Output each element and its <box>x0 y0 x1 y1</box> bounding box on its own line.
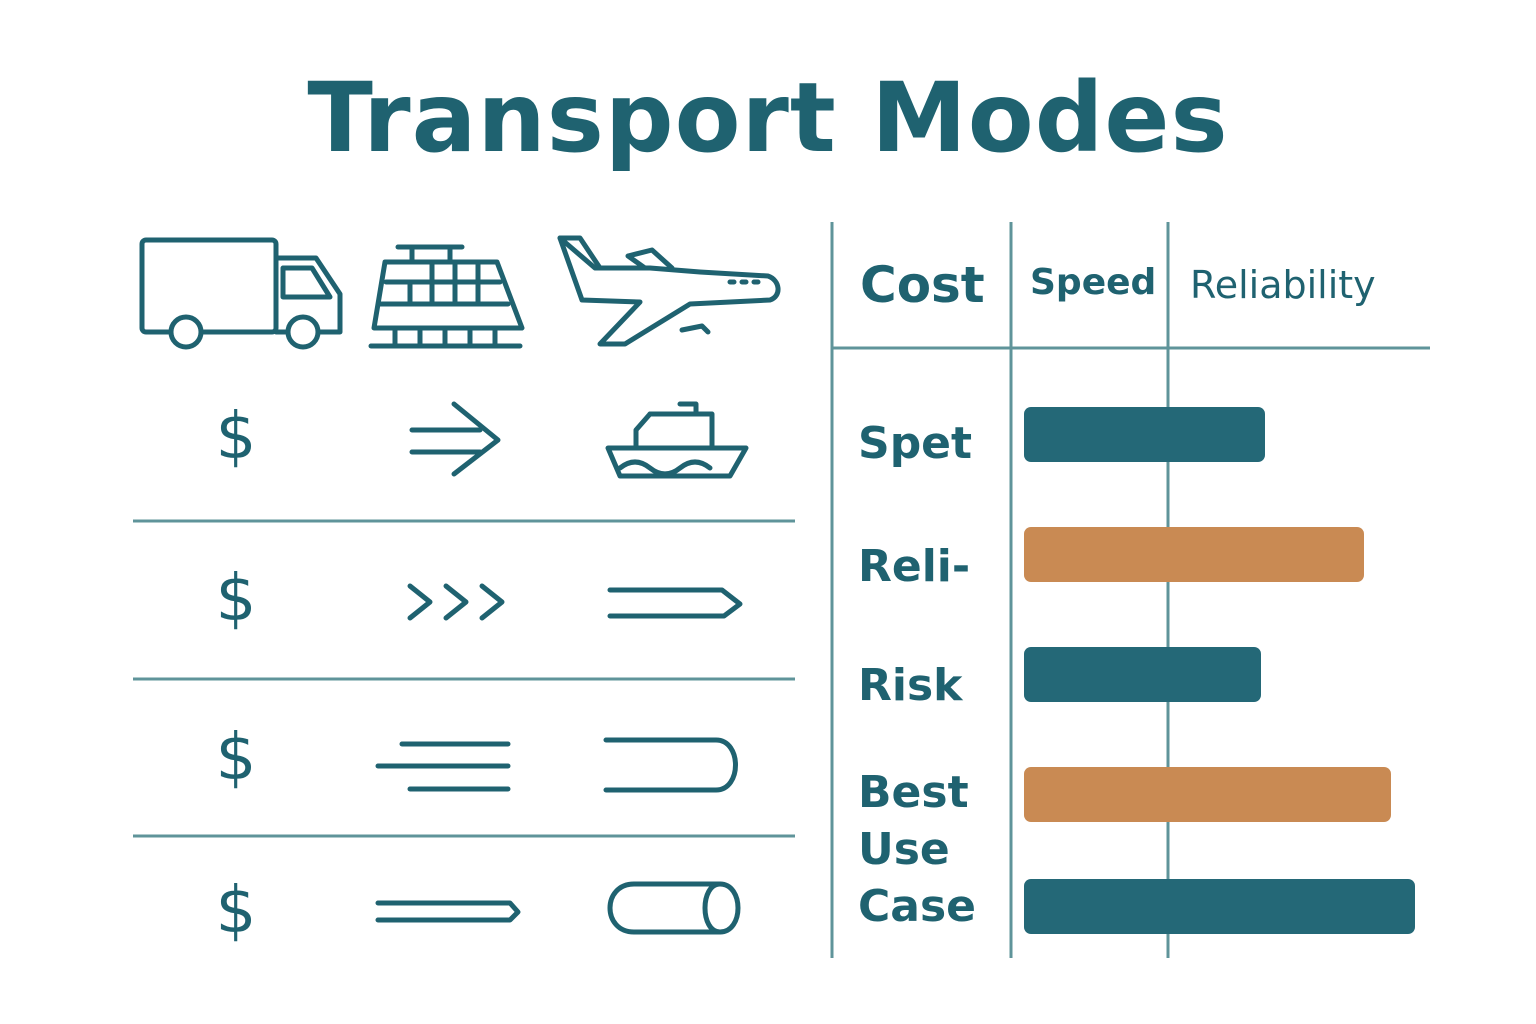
bar-4 <box>1024 767 1391 822</box>
bar-1 <box>1024 407 1265 462</box>
header-speed: Speed <box>1030 262 1157 303</box>
dollar-icon: $ <box>215 400 257 474</box>
long-arrow-icon <box>607 587 743 619</box>
cylinder-icon <box>607 881 741 935</box>
row-label-best-use-case: Best Use Case <box>858 767 977 932</box>
speed-lines-icon <box>375 741 511 792</box>
airplane-icon <box>557 235 781 347</box>
bar-2 <box>1024 527 1364 582</box>
truck-icon <box>139 237 343 350</box>
dollar-icon: $ <box>215 721 257 795</box>
row-label-reli: Reli- <box>858 541 971 592</box>
triple-chevron-icon <box>407 583 505 621</box>
bar-3 <box>1024 647 1261 702</box>
train-icon <box>368 244 525 349</box>
rounded-bracket-icon <box>603 737 738 793</box>
pencil-icon <box>375 900 521 923</box>
dollar-icon: $ <box>215 562 257 636</box>
bar-5 <box>1024 879 1415 934</box>
ship-icon <box>605 401 749 479</box>
header-reliability: Reliability <box>1190 263 1376 307</box>
bar-group <box>1024 407 1415 934</box>
row-label-risk: Risk <box>858 660 963 711</box>
dollar-icon: $ <box>215 874 257 948</box>
page-title: Transport Modes <box>307 62 1229 174</box>
header-cost: Cost <box>860 256 985 314</box>
arrow-right-icon <box>409 401 501 477</box>
row-label-spet: Spet <box>858 418 973 469</box>
